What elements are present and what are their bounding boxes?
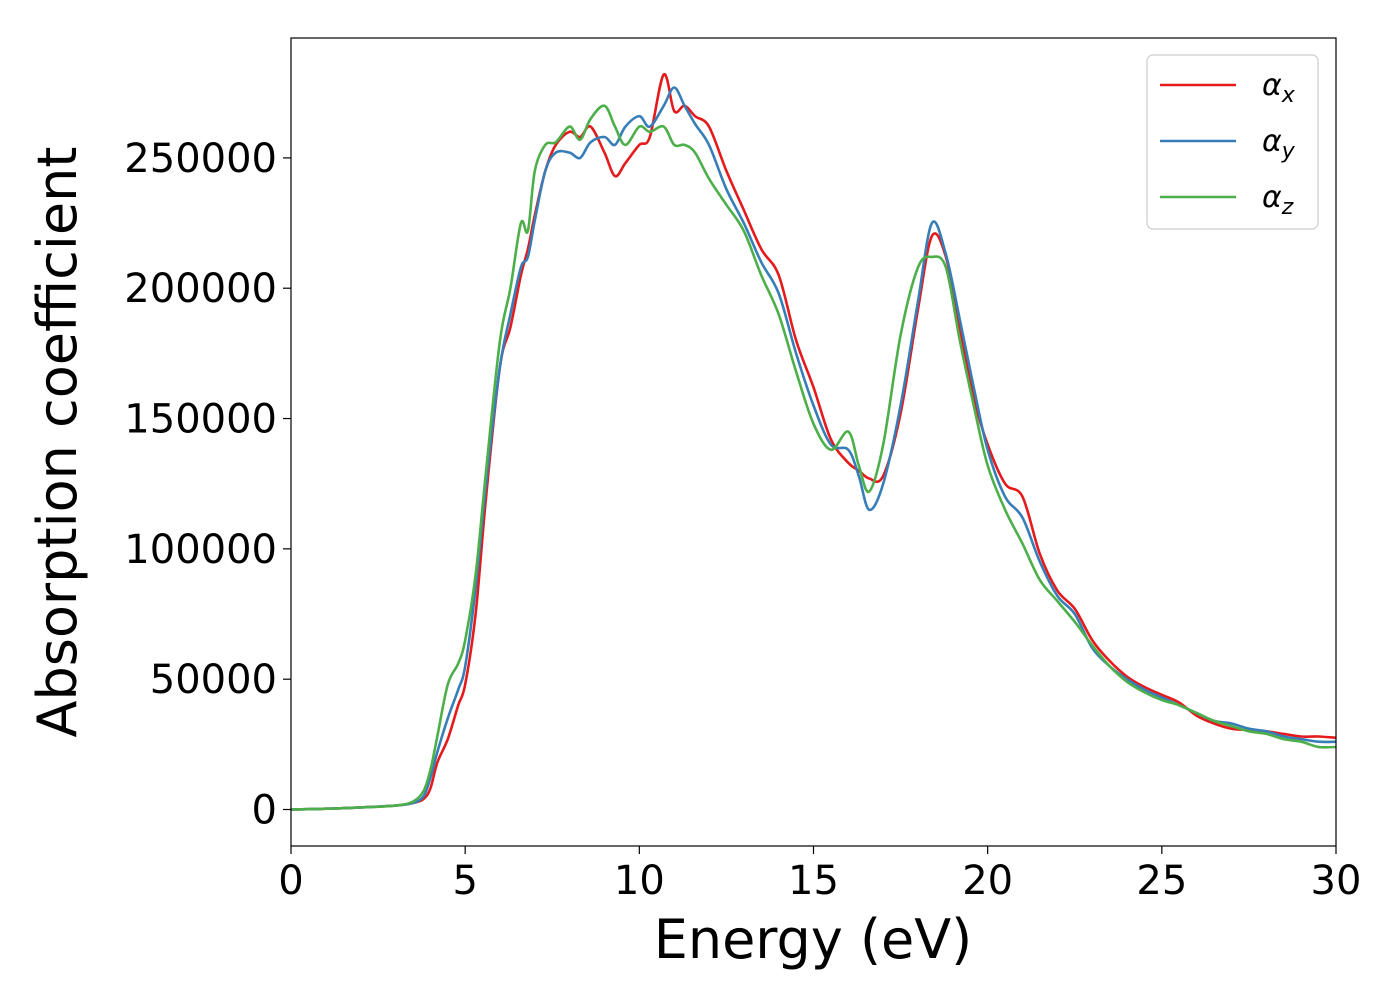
x-tick-label: 0 [278,858,303,904]
y-tick-label: 200000 [124,266,277,312]
x-axis-title: Energy (eV) [654,908,973,971]
x-tick-label: 10 [614,858,665,904]
series-layer [290,73,1337,811]
x-axis: 0 5 10 15 20 25 30 [278,846,1361,904]
y-axis: 0 50000 100000 150000 200000 250000 [124,136,291,834]
y-tick-label: 250000 [124,136,277,182]
x-tick-label: 5 [452,858,477,904]
y-tick-label: 50000 [150,657,277,703]
x-tick-label: 30 [1311,858,1362,904]
x-tick-label: 25 [1136,858,1187,904]
series-line-z [290,104,1337,811]
series-line-x [290,73,1337,811]
y-tick-label: 150000 [124,397,277,443]
x-tick-label: 20 [962,858,1013,904]
x-tick-label: 15 [788,858,839,904]
y-axis-title: Absorption coefficient [26,147,89,738]
y-tick-label: 0 [252,788,277,834]
y-tick-label: 100000 [124,527,277,573]
